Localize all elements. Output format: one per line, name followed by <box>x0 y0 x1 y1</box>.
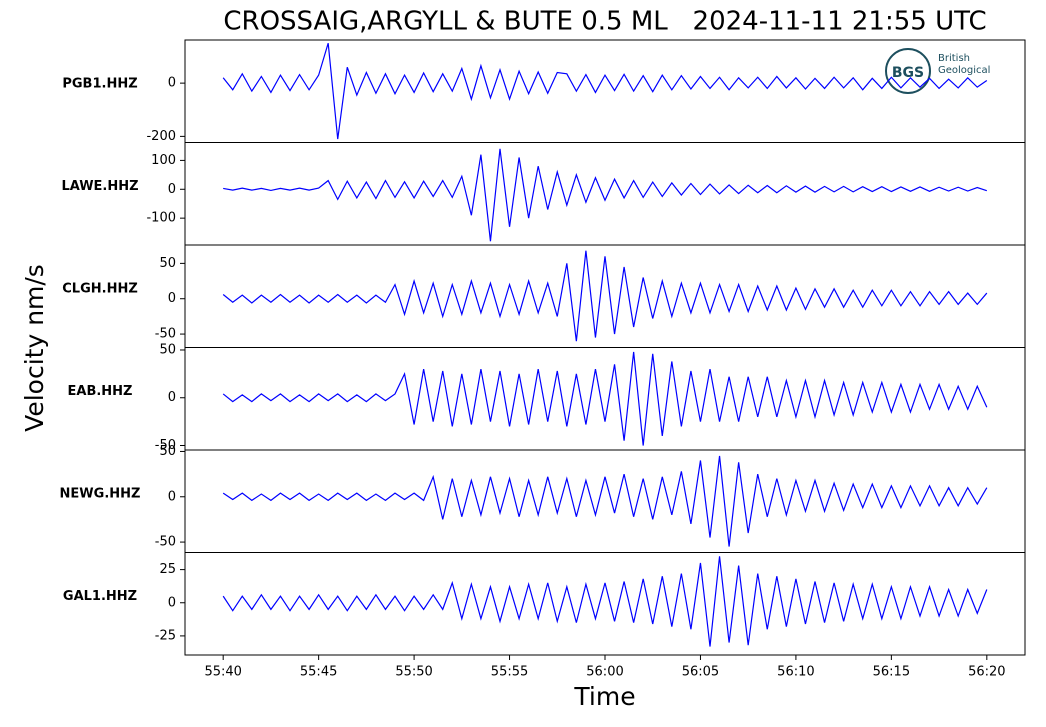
y-axis-label: Velocity nm/s <box>20 264 49 432</box>
x-tick-label: 55:50 <box>395 665 432 680</box>
x-tick-label: 56:00 <box>586 665 623 680</box>
y-tick-label: -50 <box>155 535 176 550</box>
y-tick-label: 50 <box>159 256 176 271</box>
trace <box>222 43 988 140</box>
y-tick-label: -25 <box>155 628 176 643</box>
y-tick-label: -50 <box>155 327 176 342</box>
x-tick-label: 56:20 <box>968 665 1005 680</box>
x-tick-label: 56:15 <box>873 665 910 680</box>
station-label: EAB.HHZ <box>68 384 133 399</box>
y-tick-label: -50 <box>155 438 176 453</box>
x-tick-label: 55:40 <box>204 665 241 680</box>
y-tick-label: 0 <box>168 182 176 197</box>
trace <box>222 250 988 342</box>
y-tick-label: -200 <box>146 129 176 144</box>
y-tick-label: 50 <box>159 342 176 357</box>
x-axis-label: Time <box>573 682 635 711</box>
station-label: PGB1.HHZ <box>62 77 137 92</box>
logo-text: British <box>938 53 970 64</box>
logo-text: Geological <box>938 65 990 76</box>
trace <box>222 455 988 547</box>
station-label: CLGH.HHZ <box>62 282 138 297</box>
trace <box>222 556 988 647</box>
station-label: NEWG.HHZ <box>60 487 141 502</box>
x-tick-label: 56:05 <box>682 665 719 680</box>
logo-mark: BGS <box>892 65 924 81</box>
y-tick-label: 0 <box>168 390 176 405</box>
y-tick-label: -100 <box>146 211 176 226</box>
y-tick-label: 25 <box>159 562 176 577</box>
station-label: GAL1.HHZ <box>63 589 137 604</box>
trace <box>223 148 988 242</box>
x-tick-label: 55:55 <box>491 665 528 680</box>
y-tick-label: 0 <box>168 76 176 91</box>
x-tick-label: 56:10 <box>777 665 814 680</box>
logo: BGS British Geological <box>885 48 990 94</box>
logo-ring <box>885 48 931 94</box>
chart-title: CROSSAIG,ARGYLL & BUTE 0.5 ML 2024-11-11… <box>223 7 986 37</box>
y-tick-label: 100 <box>151 153 176 168</box>
x-tick-label: 55:45 <box>300 665 337 680</box>
y-tick-label: 0 <box>168 595 176 610</box>
y-tick-label: 0 <box>168 489 176 504</box>
station-label: LAWE.HHZ <box>61 179 138 194</box>
y-tick-label: 50 <box>159 444 176 459</box>
y-tick-label: 0 <box>168 291 176 306</box>
trace <box>222 351 988 446</box>
